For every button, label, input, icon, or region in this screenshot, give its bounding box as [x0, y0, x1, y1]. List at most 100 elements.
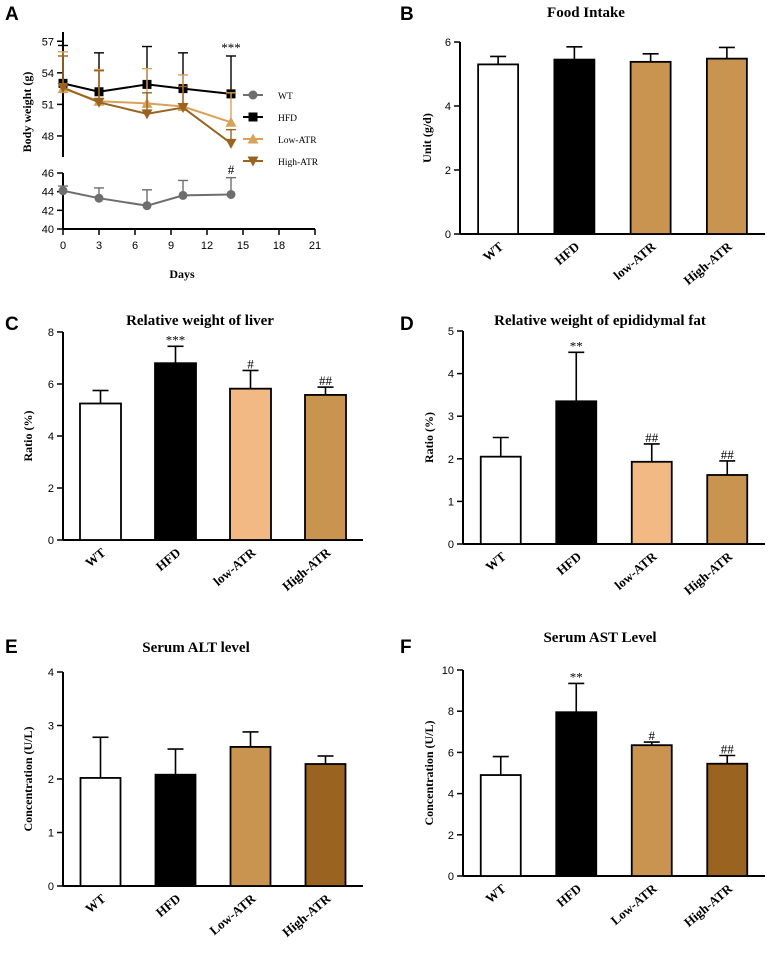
bar	[479, 455, 522, 545]
significance-label: **	[570, 338, 583, 353]
x-axis-label: Days	[169, 267, 195, 281]
x-tick-label: 12	[201, 240, 213, 252]
x-tick-label: High-ATR	[279, 890, 334, 939]
series-high-atr	[57, 55, 237, 149]
data-point	[177, 103, 189, 114]
bar	[630, 460, 673, 545]
panel-label: F	[400, 637, 412, 658]
bar	[79, 402, 122, 541]
data-point	[225, 138, 237, 149]
x-tick-label: 0	[60, 240, 66, 252]
y-axis-label: Concentration (U/L)	[21, 727, 35, 832]
data-point	[58, 186, 68, 196]
x-tick-label: High-ATR	[681, 880, 736, 929]
y-tick-label: 2	[448, 830, 454, 842]
bar	[706, 762, 749, 877]
y-tick-label: 4	[448, 789, 454, 801]
legend-marker	[248, 90, 258, 100]
bar	[229, 387, 272, 541]
y-tick-label: 8	[448, 706, 454, 718]
x-tick-label: 18	[273, 240, 285, 252]
x-tick-label: High-ATR	[681, 238, 736, 287]
bar	[79, 777, 122, 887]
y-axis-label: Concentration (U/L)	[422, 721, 436, 826]
significance-label: **	[570, 669, 583, 684]
panel-d: D Relative weight of epididymal fat Ratio …	[400, 313, 765, 598]
significance-label: ##	[645, 430, 659, 445]
y-axis-label: Unit (g/d)	[420, 113, 434, 163]
y-tick-label: 2	[448, 454, 454, 466]
y-tick-label: 0	[48, 881, 54, 893]
x-tick-label: WT	[482, 549, 508, 575]
panel-c: C Relative weight of liver Ratio (%) 0 2 4 6 8 W…	[5, 313, 363, 594]
chart-title: Relative weight of liver	[126, 313, 274, 329]
significance-label: ##	[319, 373, 333, 388]
bar	[553, 58, 596, 235]
data-point	[93, 97, 105, 108]
data-point	[141, 109, 153, 120]
x-tick-label: High-ATR	[279, 544, 334, 593]
y-tick-label: 42	[42, 205, 54, 217]
legend-marker	[247, 156, 259, 167]
y-tick-label: 6	[448, 747, 454, 759]
x-tick-label: 9	[168, 240, 174, 252]
y-tick-label: 4	[48, 667, 54, 679]
y-axis-label: Ratio (%)	[21, 411, 35, 462]
panel-f: F Serum AST Level Concentration (U/L) 0 2 4 6 8…	[400, 630, 765, 930]
y-tick-label: 2	[48, 483, 54, 495]
y-tick-label: 51	[42, 99, 54, 111]
y-tick-label: 6	[48, 379, 54, 391]
bar	[477, 63, 520, 235]
data-point	[225, 116, 237, 127]
y-tick-label: 2	[48, 774, 54, 786]
x-tick-label: HFD	[153, 891, 184, 920]
significance-label: #	[247, 356, 254, 371]
panel-e: E Serum ALT level Concentration (U/L) 0 1 2 3 4…	[5, 637, 363, 940]
panel-label: E	[5, 637, 18, 658]
y-tick-label: 54	[42, 68, 54, 80]
chart-title: Serum AST Level	[543, 630, 656, 646]
data-point	[57, 83, 69, 94]
y-tick-label: 44	[42, 187, 54, 199]
x-tick-label: WT	[480, 239, 506, 265]
x-tick-label: 21	[309, 240, 321, 252]
bar	[229, 746, 272, 887]
bar	[304, 394, 347, 541]
bar	[154, 362, 197, 541]
series-wt	[58, 176, 236, 211]
y-axis-label: Ratio (%)	[422, 412, 436, 463]
y-tick-label: 8	[48, 327, 54, 339]
bar	[479, 774, 522, 877]
y-tick-label: 4	[48, 431, 54, 443]
y-tick-label: 48	[42, 131, 54, 143]
x-tick-label: 6	[132, 240, 138, 252]
panel-b: B Food Intake Unit (g/d) 0 2 4 6 WT HFD low-ATR Hi…	[400, 4, 765, 288]
y-tick-label: 4	[445, 101, 451, 113]
y-tick-label: 1	[48, 828, 54, 840]
significance-label: #	[649, 728, 656, 743]
x-tick-label: low-ATR	[610, 238, 659, 282]
chart-title: Food Intake	[547, 5, 625, 21]
y-tick-label: 57	[42, 36, 54, 48]
panel-label: B	[400, 4, 414, 25]
y-tick-label: 1	[448, 496, 454, 508]
significance-label: #	[228, 162, 235, 177]
x-tick-label: HFD	[552, 239, 583, 268]
x-tick-label: HFD	[153, 545, 184, 574]
legend-label: WT	[278, 92, 293, 102]
x-tick-label: HFD	[554, 881, 585, 910]
y-tick-label: 40	[42, 224, 54, 236]
y-tick-label: 10	[442, 665, 454, 677]
y-tick-label: 46	[42, 168, 54, 180]
x-tick-label: Low-ATR	[608, 880, 661, 927]
y-tick-label: 0	[448, 871, 454, 883]
data-point	[226, 189, 236, 199]
bar	[706, 474, 749, 545]
data-point	[178, 190, 188, 200]
bar	[629, 60, 672, 235]
chart-title: Relative weight of epididymal fat	[494, 313, 706, 329]
x-tick-label: High-ATR	[681, 548, 736, 597]
panel-a: A Body weight (g) 48 51 54 57 40 42 44 46 0 3 6 9 12 15…	[5, 4, 321, 281]
data-point	[94, 193, 104, 203]
